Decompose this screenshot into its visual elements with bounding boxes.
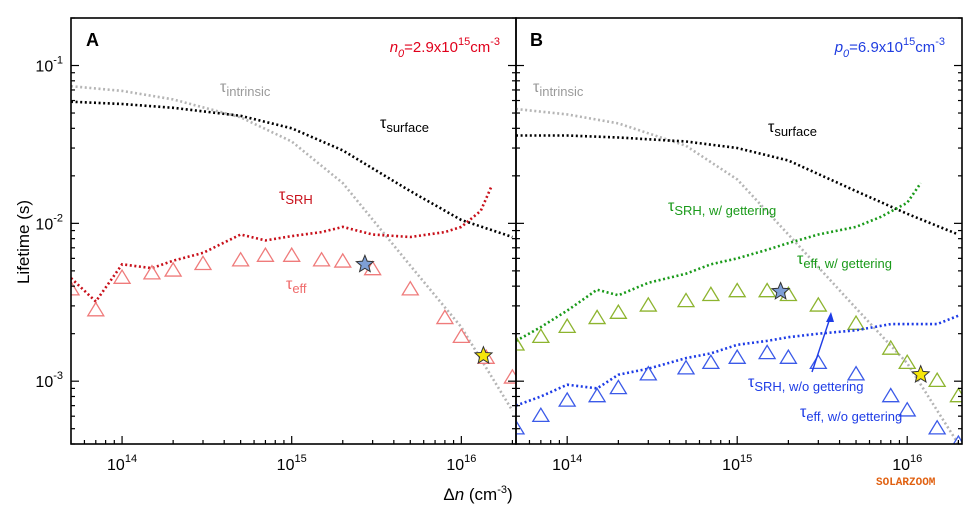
series-eff-w-o-gettering-point-b [676,359,696,375]
concentration-label-a: n0=2.9x1015cm-3 [390,36,500,60]
series-eff-w-o-gettering-point-b [587,387,607,403]
annotation-arrowhead [826,312,834,322]
series-eff-w-o-gettering-point-b [558,391,577,407]
series-eff-point-a [193,255,213,271]
plot-frame-a [70,17,517,445]
series-eff-w-gettering-point-b [516,335,526,351]
concentration-label-b: p0=6.9x1015cm-3 [834,36,945,60]
series-eff-w-gettering-point-b [587,309,607,325]
series-eff-w-o-gettering-point-b [952,434,962,444]
series-eff-w-o-gettering-point-b [846,365,866,381]
x-tick-label-a: 1014 [107,453,137,474]
series-eff-point-a [452,327,471,344]
series-eff-w-o-gettering-point-b [898,401,917,417]
label-surface-a: τsurface [380,115,429,135]
star-marker-b [770,281,791,300]
label-srh-wo-b: τSRH, w/o gettering [748,374,863,394]
x-tick-label-a: 1015 [277,453,307,474]
plot-frame-b [515,17,963,445]
series-eff-w-gettering-point-b [676,292,696,308]
series-eff-point-a [86,301,105,317]
series-eff-w-gettering-point-b [928,371,947,388]
series-eff-point-a [71,280,81,296]
series-eff-w-gettering-point-b [728,282,747,298]
series-eff-point-a [333,252,352,268]
x-tick-label-b: 1016 [892,453,922,474]
series-eff-w-gettering-point-b [898,353,917,370]
series-eff-w-o-gettering-point-b [639,365,658,381]
label-eff-w-b: τeff, w/ gettering [797,251,892,271]
series-eff-w-gettering-point-b [609,303,628,319]
series-eff-point-a [142,264,162,280]
y-tick-label: 10-2 [35,212,63,233]
series-srh-w-o-gettering-line-b [516,314,959,407]
y-tick-label: 10-1 [35,55,63,76]
x-tick-label-b: 1015 [722,453,752,474]
series-eff-point-a [231,251,250,267]
series-eff-w-gettering-point-b [809,296,828,312]
series-eff-w-o-gettering-point-b [531,406,550,423]
series-eff-w-gettering-point-b [757,282,777,298]
watermark: SOLARZOOM [876,477,936,489]
series-eff-w-o-gettering-point-b [779,348,798,364]
series-eff-point-a [503,368,516,384]
series-eff-point-a [112,268,132,284]
series-eff-w-o-gettering-point-b [728,348,747,364]
label-surface-b: τsurface [768,119,817,139]
y-axis-label: Lifetime (s) [14,200,33,284]
label-eff-wo-b: τeff, w/o gettering [800,404,902,424]
series-eff-point-a [401,280,420,296]
y-tick-label: 10-3 [35,370,63,391]
panel-b: 1014 1015 1016 B p0=6.9x1015cm-3 τintrinsic τs… [515,17,963,474]
label-srh-w-b: τSRH, w/ gettering [668,198,776,218]
series-eff-point-a [163,261,183,277]
series-eff-w-gettering-point-b [881,339,900,355]
plot-area-a [71,84,516,412]
series-intrinsic-line-b [516,107,960,444]
label-eff-a: τeff [286,276,307,296]
series-eff-point-a [282,246,301,262]
annotation-arrow [811,317,831,373]
series-eff-point-a [256,246,275,262]
star-marker-b [910,364,931,383]
plot-area-b [516,107,962,444]
series-eff-w-o-gettering-point-b [609,379,628,395]
series-eff-w-gettering-point-b [701,286,721,302]
x-axis-label: Δn (cm-3) [443,484,512,504]
label-intrinsic-b: τintrinsic [533,79,584,99]
series-eff-w-gettering-point-b [558,317,577,333]
star-marker-a [473,345,494,365]
series-eff-w-o-gettering-point-b [516,419,526,435]
x-tick-label-b: 1014 [552,453,582,474]
series-eff-point-a [312,251,331,267]
series-eff-w-o-gettering-point-b [757,344,777,360]
series-eff-w-gettering-point-b [531,327,550,344]
series-eff-w-gettering-point-b [639,296,658,312]
series-eff-w-gettering-point-b [949,387,962,403]
panel-letter-b: B [530,30,543,50]
series-eff-point-a [435,309,455,325]
panel-a: 1014 1015 1016 10-1 10-2 10-3 A n0=2.9x1015cm-3… [35,17,517,474]
label-intrinsic-a: τintrinsic [220,79,271,99]
series-surface-line-b [516,134,959,236]
series-eff-w-gettering-point-b [846,314,866,330]
series-eff-w-o-gettering-point-b [928,419,947,435]
label-srh-a: τSRH [279,187,313,207]
series-eff-w-o-gettering-point-b [881,387,900,403]
series-eff-w-o-gettering-point-b [809,353,828,370]
x-tick-label-a: 1016 [446,453,476,474]
star-marker-a [355,253,375,273]
series-srh-line-a [71,186,493,304]
panel-letter-a: A [86,30,99,50]
series-surface-line-a [71,100,513,239]
series-eff-w-o-gettering-point-b [701,353,721,370]
